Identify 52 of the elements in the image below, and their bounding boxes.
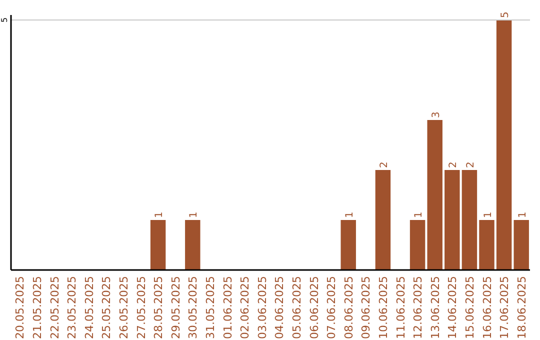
x-tick-label: 08.06.2025: [342, 276, 356, 339]
x-tick-label: 28.05.2025: [152, 276, 166, 339]
x-tick-label: 11.06.2025: [394, 276, 408, 339]
x-tick-label: 20.05.2025: [14, 276, 27, 339]
x-tick-label: 13.06.2025: [428, 276, 442, 339]
x-tick-label: 23.05.2025: [66, 276, 79, 339]
bar: [340, 220, 356, 270]
x-tick-label: 18.06.2025: [515, 276, 528, 339]
bar: [479, 220, 494, 270]
x-tick-label: 21.05.2025: [30, 276, 44, 339]
bar: [410, 220, 426, 270]
x-tick-label: 10.06.2025: [376, 276, 390, 339]
x-tick-label: 15.06.2025: [463, 276, 476, 339]
x-tick-label: 12.06.2025: [412, 276, 425, 339]
data-label: 5: [500, 12, 512, 18]
x-tick-label: 09.06.2025: [360, 276, 373, 339]
x-tick-label: 22.05.2025: [48, 276, 62, 339]
x-tick-label: 03.06.2025: [256, 276, 269, 339]
data-label: 1: [344, 212, 356, 218]
x-tick-label: 30.05.2025: [186, 276, 200, 339]
x-tick-label: 05.06.2025: [290, 276, 304, 339]
x-tick-label: 02.06.2025: [238, 276, 252, 339]
x-tick-label: 01.06.2025: [221, 276, 234, 339]
x-tick-label: 31.05.2025: [204, 276, 217, 339]
bar: [375, 170, 391, 270]
x-tick-label: 17.06.2025: [498, 276, 512, 339]
data-label: 2: [465, 162, 476, 168]
x-tick-label: 29.05.2025: [169, 276, 182, 339]
x-tick-label: 25.05.2025: [100, 276, 114, 339]
data-label: 3: [430, 112, 442, 118]
bar: [444, 170, 460, 270]
x-tick-label: 27.05.2025: [134, 276, 148, 339]
bar: [185, 220, 200, 270]
data-label: 2: [448, 162, 460, 168]
x-tick-label: 24.05.2025: [82, 276, 96, 339]
bar: [427, 120, 442, 270]
data-label: 1: [188, 212, 200, 218]
x-tick-label: 26.05.2025: [117, 276, 130, 339]
data-label: 1: [482, 212, 494, 218]
data-label: 1: [414, 212, 425, 218]
bar: [462, 170, 478, 270]
x-tick-label: 06.06.2025: [308, 276, 321, 339]
x-tick-label: 14.06.2025: [446, 276, 460, 339]
x-tick-label: 16.06.2025: [480, 276, 494, 339]
data-label: 1: [517, 212, 528, 218]
bar: [496, 20, 512, 270]
data-label: 1: [154, 212, 166, 218]
bar: [150, 220, 166, 270]
x-tick-label: 07.06.2025: [325, 276, 338, 339]
data-label: 2: [378, 162, 390, 168]
x-tick-label: 04.06.2025: [273, 276, 286, 339]
bar: [514, 220, 529, 270]
